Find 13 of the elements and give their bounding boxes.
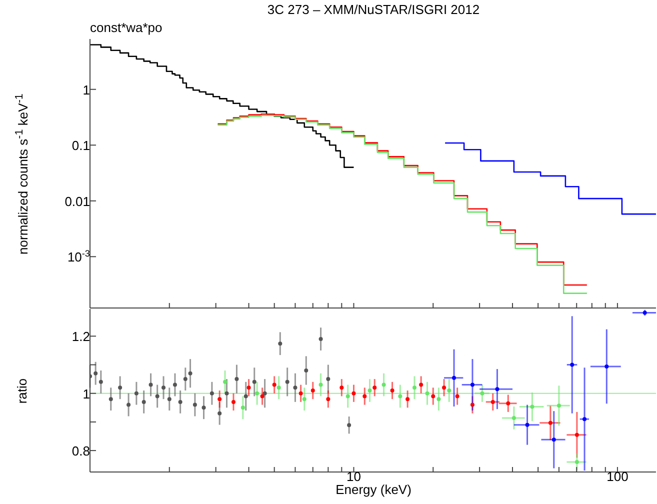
y-axis-title: ratio [14,378,30,404]
y-tick-label: 0.8 [72,444,90,459]
y-tick-label: 0.01 [64,194,90,209]
y-tick-label: 10$^{-3}$ [67,248,90,265]
x-axis-title: Energy (keV) [336,482,412,497]
x-tick-label: 10 [346,469,361,484]
text: const*wa*po [90,20,162,35]
y-tick-label: 1 [82,82,90,98]
y-tick-label: 1 [82,386,90,402]
y-tick-label: 1.2 [72,329,90,344]
y-tick-label: 0.1 [72,138,90,154]
x-tick-label: 100 [606,469,628,484]
chart-title: 3C 273 – XMM/NuSTAR/ISGRI 2012 [266,2,481,17]
